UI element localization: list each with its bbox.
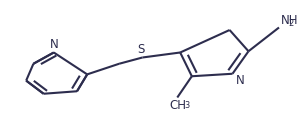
Text: CH: CH	[169, 99, 186, 112]
Text: 3: 3	[184, 101, 190, 110]
Text: 2: 2	[289, 19, 294, 28]
Text: N: N	[50, 38, 59, 51]
Text: N: N	[236, 74, 244, 87]
Text: S: S	[137, 43, 145, 56]
Text: NH: NH	[280, 14, 298, 27]
